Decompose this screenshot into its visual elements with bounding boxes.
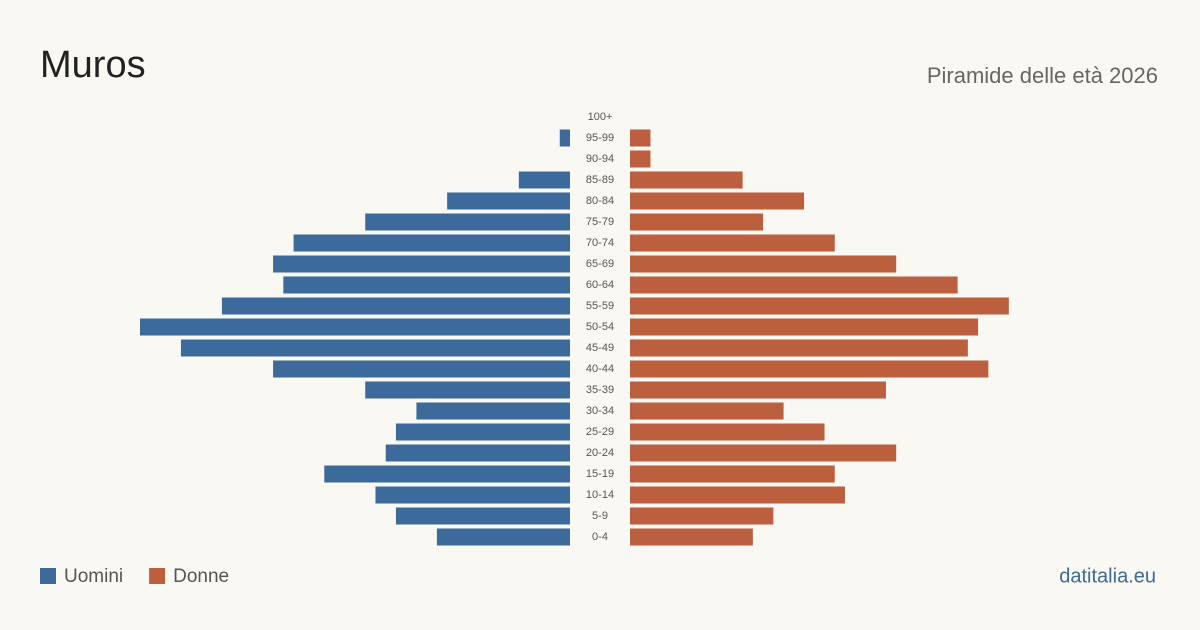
bar bbox=[630, 486, 845, 504]
category-label: 80-84 bbox=[586, 195, 614, 207]
bar bbox=[324, 465, 570, 483]
category-label: 5-9 bbox=[592, 510, 608, 522]
bar bbox=[559, 129, 570, 147]
bar bbox=[630, 507, 774, 525]
legend-swatch bbox=[40, 568, 56, 584]
bar bbox=[140, 318, 570, 336]
bar bbox=[630, 297, 1009, 315]
legend-label: Donne bbox=[173, 566, 229, 587]
bar bbox=[630, 339, 968, 357]
category-label: 40-44 bbox=[586, 363, 614, 375]
bar bbox=[375, 486, 570, 504]
bar bbox=[630, 234, 835, 252]
category-label: 70-74 bbox=[586, 237, 614, 249]
category-label: 15-19 bbox=[586, 468, 614, 480]
bar bbox=[436, 528, 570, 546]
legend-swatch bbox=[149, 568, 166, 584]
category-label: 90-94 bbox=[586, 153, 614, 165]
category-label: 85-89 bbox=[586, 174, 614, 186]
bar bbox=[180, 339, 570, 357]
bar bbox=[630, 360, 989, 378]
bar bbox=[630, 150, 651, 168]
bar bbox=[221, 297, 570, 315]
category-label: 10-14 bbox=[586, 489, 614, 501]
bar bbox=[630, 444, 897, 462]
bar bbox=[273, 255, 570, 273]
bar bbox=[630, 171, 743, 189]
category-label: 45-49 bbox=[586, 342, 614, 354]
bar bbox=[447, 192, 570, 210]
category-label: 20-24 bbox=[586, 447, 614, 459]
bar bbox=[630, 465, 835, 483]
chart-subtitle: Piramide delle età 2026 bbox=[927, 63, 1158, 88]
source: datitalia.eu bbox=[1059, 565, 1156, 587]
bar bbox=[630, 192, 805, 210]
bar bbox=[365, 213, 570, 231]
bar bbox=[395, 423, 570, 441]
bar bbox=[630, 276, 958, 294]
category-label: 100+ bbox=[588, 111, 613, 123]
legend-label: Uomini bbox=[64, 566, 123, 587]
bar bbox=[630, 423, 825, 441]
category-label: 95-99 bbox=[586, 132, 614, 144]
category-label: 65-69 bbox=[586, 258, 614, 270]
bar bbox=[630, 402, 784, 420]
bar bbox=[283, 276, 570, 294]
bar bbox=[630, 381, 886, 399]
category-label: 50-54 bbox=[586, 321, 614, 333]
category-label: 35-39 bbox=[586, 384, 614, 396]
category-label: 75-79 bbox=[586, 216, 614, 228]
bar bbox=[518, 171, 570, 189]
bar bbox=[630, 213, 764, 231]
bar bbox=[273, 360, 570, 378]
category-label: 60-64 bbox=[586, 279, 614, 291]
category-label: 30-34 bbox=[586, 405, 614, 417]
chart-title: Muros bbox=[40, 44, 146, 86]
bar bbox=[630, 129, 651, 147]
category-label: 55-59 bbox=[586, 300, 614, 312]
bar bbox=[630, 318, 979, 336]
bar bbox=[630, 528, 753, 546]
bar bbox=[416, 402, 570, 420]
category-label: 0-4 bbox=[592, 531, 608, 543]
bar bbox=[293, 234, 570, 252]
bar bbox=[385, 444, 570, 462]
category-label: 25-29 bbox=[586, 426, 614, 438]
bar bbox=[395, 507, 570, 525]
bar bbox=[630, 255, 897, 273]
bar bbox=[365, 381, 570, 399]
